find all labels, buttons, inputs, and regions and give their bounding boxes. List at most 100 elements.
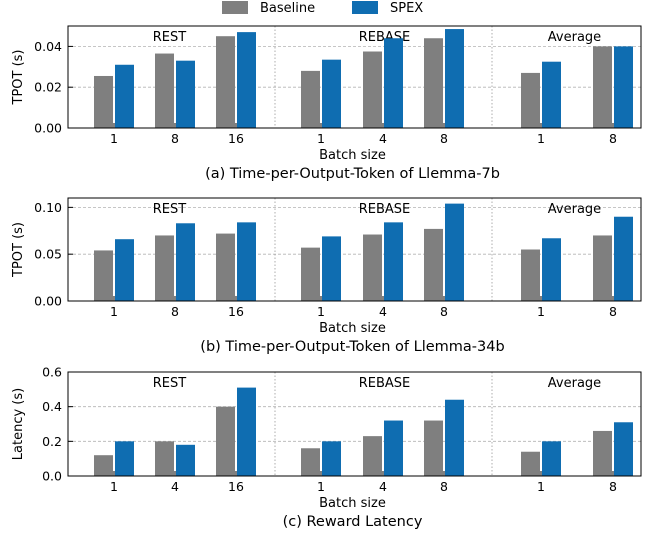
bar-spex (322, 236, 341, 301)
group-label-rebase: REBASE (359, 376, 411, 391)
y-tick-label: 0.2 (42, 434, 62, 449)
legend-swatch-baseline (222, 1, 248, 14)
y-tick-label: 0.0 (42, 469, 62, 484)
bar-spex (445, 399, 464, 476)
bar-baseline (363, 234, 382, 301)
x-tick-label: 1 (537, 131, 545, 146)
bar-baseline (363, 436, 382, 476)
group-label-average: Average (548, 202, 601, 217)
legend-label-baseline: Baseline (260, 1, 315, 16)
x-tick-label: 8 (440, 131, 448, 146)
group-label-rest: REST (153, 202, 186, 217)
x-axis-label: Batch size (319, 148, 386, 163)
bar-spex (237, 387, 256, 476)
legend-label-spex: SPEX (390, 1, 423, 16)
bar-spex (542, 61, 561, 129)
chart-caption: (c) Reward Latency (283, 514, 423, 530)
chart-panel-2: REST 1 8 16 REBASE 1 4 8 Average 1 8 0.00 0.05 0.10 TP… (11, 197, 642, 355)
x-tick-label: 16 (228, 131, 244, 146)
bar-baseline (424, 38, 443, 128)
y-tick-label: 0.6 (42, 365, 62, 380)
bar-baseline (216, 36, 235, 129)
bar-baseline (363, 51, 382, 128)
bar-spex (542, 238, 561, 301)
bar-baseline (301, 448, 320, 476)
group-label-average: Average (548, 376, 601, 391)
bar-spex (237, 222, 256, 301)
x-tick-label: 1 (537, 479, 545, 494)
bar-spex (322, 59, 341, 128)
bar-baseline (521, 451, 540, 476)
bar-spex (176, 60, 195, 128)
group-label-rebase: REBASE (359, 202, 411, 217)
group-label-rest: REST (153, 376, 186, 391)
y-tick-label: 0.02 (34, 80, 62, 95)
x-tick-label: 1 (537, 304, 545, 319)
bar-baseline (593, 235, 612, 301)
x-tick-label: 8 (440, 479, 448, 494)
bar-baseline (94, 250, 113, 301)
legend: Baseline SPEX (222, 1, 423, 16)
x-tick-label: 1 (317, 479, 325, 494)
x-axis-label: Batch size (319, 496, 386, 511)
bar-baseline (424, 228, 443, 301)
axes-frame (67, 371, 642, 477)
bar-spex (115, 64, 134, 128)
bar-spex (322, 441, 341, 476)
bar-baseline (424, 420, 443, 476)
x-tick-label: 1 (317, 304, 325, 319)
bar-baseline (94, 455, 113, 476)
bar-baseline (301, 70, 320, 128)
x-tick-label: 4 (379, 479, 387, 494)
bar-spex (542, 441, 561, 476)
bar-spex (115, 239, 134, 301)
x-tick-label: 4 (171, 479, 179, 494)
x-tick-label: 8 (440, 304, 448, 319)
x-tick-label: 8 (609, 131, 617, 146)
chart-caption: (b) Time-per-Output-Token of Llemma-34b (200, 339, 504, 355)
bar-spex (614, 216, 633, 301)
x-tick-label: 8 (171, 304, 179, 319)
y-tick-label: 0.00 (34, 294, 62, 309)
chart-panel-3: REST 1 4 16 REBASE 1 4 8 Average 1 8 0.0 0.2 0.4 0.6 La… (11, 365, 642, 530)
y-tick-label: 0.4 (42, 399, 62, 414)
y-axis-label: TPOT (s) (11, 222, 26, 278)
x-tick-label: 8 (171, 131, 179, 146)
x-tick-label: 4 (379, 131, 387, 146)
bar-baseline (521, 249, 540, 301)
bar-baseline (155, 441, 174, 476)
bar-spex (384, 38, 403, 128)
bar-spex (384, 222, 403, 301)
bar-spex (115, 441, 134, 476)
bar-baseline (593, 430, 612, 476)
bar-spex (176, 444, 195, 476)
group-label-rest: REST (153, 30, 186, 45)
y-tick-label: 0.04 (34, 39, 62, 54)
y-axis-label: TPOT (s) (11, 49, 26, 105)
x-tick-label: 16 (228, 304, 244, 319)
y-tick-label: 0.05 (34, 247, 62, 262)
x-tick-label: 1 (110, 131, 118, 146)
bar-spex (237, 32, 256, 129)
bar-baseline (155, 53, 174, 128)
bar-baseline (593, 46, 612, 128)
axes-frame (67, 25, 642, 129)
bar-spex (445, 29, 464, 129)
bar-baseline (94, 75, 113, 128)
bar-spex (176, 223, 195, 301)
bar-baseline (155, 235, 174, 301)
bar-baseline (216, 233, 235, 301)
y-tick-label: 0.10 (34, 200, 62, 215)
bar-baseline (301, 247, 320, 301)
bar-spex (384, 420, 403, 476)
bar-spex (445, 203, 464, 301)
bar-spex (614, 46, 633, 128)
axes-frame (67, 197, 642, 302)
x-tick-label: 8 (609, 479, 617, 494)
bar-baseline (521, 72, 540, 128)
y-axis-label: Latency (s) (11, 388, 26, 460)
x-tick-label: 1 (110, 479, 118, 494)
x-tick-label: 4 (379, 304, 387, 319)
